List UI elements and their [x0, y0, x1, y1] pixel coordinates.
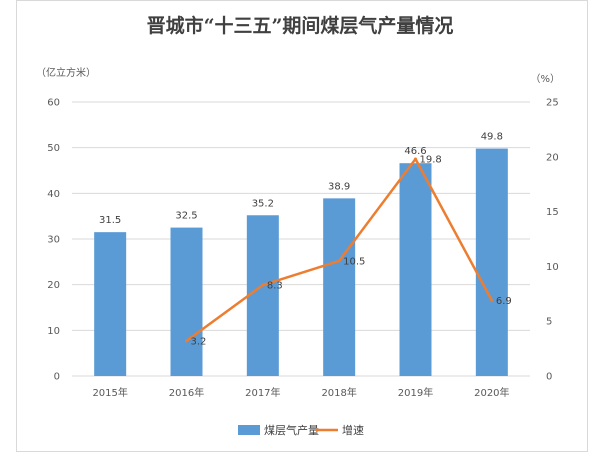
left-axis-tick-label: 40: [47, 189, 60, 200]
grid: [72, 101, 530, 377]
bar: [323, 198, 356, 376]
line-point: [414, 157, 417, 161]
x-axis-tick-label: 2015年: [92, 386, 127, 399]
line-data-label: 3.2: [191, 336, 207, 347]
line-data-label: 19.8: [420, 154, 442, 165]
right-axis-tick-label: 10: [546, 262, 559, 273]
bar-data-label: 38.9: [328, 181, 350, 192]
data-labels: 31.5 32.5 35.2 38.9 46.6 49.8 3.2 8.3 10.5 19.8 6.…: [99, 132, 512, 348]
x-axis-tick-label: 2018年: [321, 386, 356, 399]
chart-title: 晋城市“十三五”期间煤层气产量情况: [147, 14, 454, 37]
bar-data-label: 46.6: [404, 146, 426, 157]
line-series: [185, 157, 494, 343]
left-axis-tick-label: 60: [47, 98, 60, 109]
right-axis-tick-label: 25: [546, 98, 559, 109]
legend-bar-swatch: [238, 425, 260, 435]
left-axis-tick-label: 30: [47, 235, 60, 246]
bar: [170, 227, 203, 376]
x-axis-tick-label: 2019年: [398, 386, 433, 399]
right-axis-tick-label: 0: [546, 372, 552, 383]
line-data-label: 10.5: [343, 256, 365, 267]
left-axis-tick-label: 20: [47, 280, 60, 291]
left-axis-tick-label: 50: [47, 143, 60, 154]
legend-bar-label: 煤层气产量: [264, 423, 319, 437]
left-axis-tick-label: 10: [47, 326, 60, 337]
bar: [94, 232, 127, 376]
bar-data-label: 35.2: [252, 198, 274, 209]
bar-data-label: 31.5: [99, 215, 121, 226]
right-axis-unit: （%）: [530, 73, 560, 85]
right-axis-tick-label: 20: [546, 152, 559, 163]
right-axis-tick-label: 15: [546, 207, 559, 218]
x-axis-tick-label: 2020年: [474, 386, 509, 399]
legend: 煤层气产量 增速: [238, 423, 364, 437]
bar: [475, 148, 508, 376]
left-axis-tick-label: 0: [54, 372, 60, 383]
line-point: [337, 259, 341, 263]
bar-series: [94, 148, 508, 376]
line-data-label: 6.9: [496, 296, 512, 307]
line-data-label: 8.3: [267, 281, 283, 292]
bar: [399, 163, 432, 376]
x-axis-tick-label: 2017年: [245, 386, 280, 399]
legend-line-label: 增速: [342, 423, 364, 437]
line-point: [185, 339, 188, 343]
right-axis-tick-label: 5: [546, 317, 552, 328]
x-axis-tick-label: 2016年: [169, 386, 204, 399]
bar-data-label: 32.5: [175, 211, 197, 222]
left-axis-unit: （亿立方米）: [36, 66, 96, 79]
bar: [246, 215, 279, 376]
bar-data-label: 49.8: [481, 132, 503, 143]
line-point: [261, 283, 265, 287]
axes: 0 10 20 30 40 50 60 0 5 10 15 20 25 2015年 2016年 2017年 20…: [47, 98, 558, 400]
line-point: [490, 298, 494, 302]
